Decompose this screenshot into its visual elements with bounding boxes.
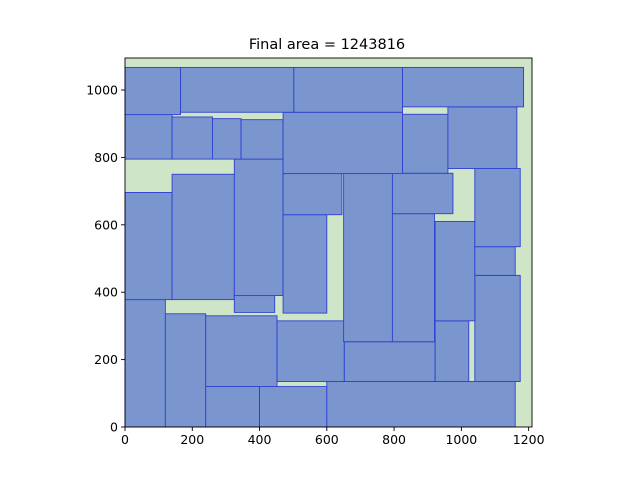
packed-rect-29 — [447, 106, 518, 169]
packed-rect-7 — [276, 320, 345, 382]
x-tick-label: 800 — [382, 432, 406, 447]
x-tick-label: 200 — [180, 432, 204, 447]
packed-rect-2 — [164, 313, 207, 428]
packed-rect-16 — [282, 173, 343, 216]
packed-rect-12 — [171, 173, 235, 301]
packed-rect-14 — [233, 158, 284, 297]
x-axis: 0 200 400 600 800 1000 1200 — [121, 427, 545, 447]
packed-rectangles — [124, 66, 525, 428]
packed-rect-4 — [259, 386, 328, 428]
x-tick-label: 1200 — [513, 432, 545, 447]
packed-rect-1 — [124, 299, 166, 428]
packed-rect-24 — [171, 116, 213, 160]
chart-title: Final area = 1243816 — [249, 37, 405, 53]
y-tick-label: 400 — [94, 285, 118, 300]
packed-rect-6 — [205, 315, 278, 388]
plot-area — [124, 58, 532, 428]
packed-rect-11 — [124, 192, 173, 301]
packed-rect-15 — [282, 214, 328, 314]
x-tick-label: 0 — [121, 432, 129, 447]
packed-rect-27 — [282, 111, 403, 175]
packed-rect-23 — [124, 114, 173, 160]
packed-rect-8 — [343, 341, 436, 382]
packed-rect-9 — [434, 320, 470, 382]
packed-rect-25 — [212, 118, 242, 160]
y-tick-label: 800 — [94, 150, 118, 165]
packed-rect-30 — [124, 66, 181, 116]
packed-rect-32 — [293, 66, 403, 113]
packed-rect-33 — [402, 66, 525, 108]
y-tick-label: 0 — [110, 420, 118, 435]
packed-rect-20 — [434, 220, 476, 322]
y-tick-label: 600 — [94, 217, 118, 232]
y-tick-label: 200 — [94, 352, 118, 367]
x-tick-label: 600 — [315, 432, 339, 447]
x-tick-label: 400 — [248, 432, 272, 447]
x-tick-label: 1000 — [445, 432, 477, 447]
packed-rect-17 — [343, 172, 393, 343]
packed-rect-10 — [474, 274, 521, 382]
packed-rect-22 — [474, 168, 521, 248]
packed-rect-31 — [180, 66, 295, 113]
packed-rect-26 — [240, 119, 284, 160]
packed-rect-19 — [391, 172, 454, 215]
packed-rect-28 — [402, 113, 449, 174]
packed-rect-3 — [205, 386, 260, 428]
packed-rect-18 — [391, 213, 435, 343]
axes-frame — [124, 57, 533, 428]
y-tick-label: 1000 — [86, 83, 118, 98]
y-axis: 0 200 400 600 800 1000 — [86, 83, 125, 435]
packed-rect-13 — [233, 295, 276, 313]
packed-rect-5 — [326, 381, 516, 428]
packed-rect-21 — [474, 246, 516, 276]
